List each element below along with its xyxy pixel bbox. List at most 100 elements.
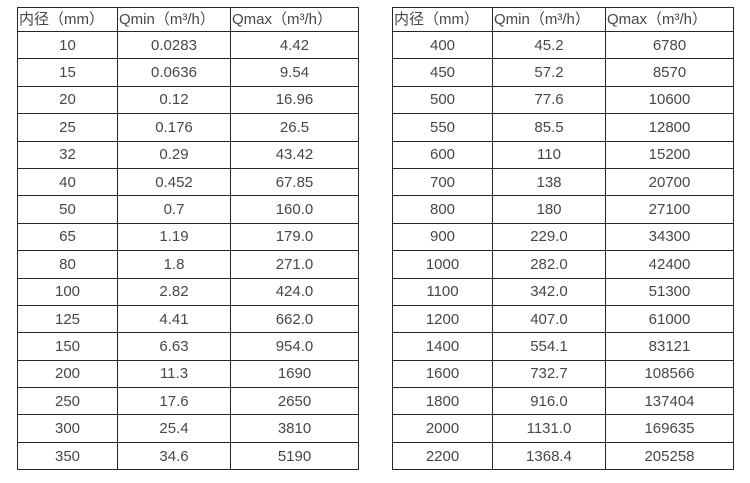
table-row: 300 25.4 3810 xyxy=(17,414,359,443)
table-cell: 11.3 xyxy=(117,359,231,389)
table-cell: 8570 xyxy=(605,58,734,87)
table-row: 150 6.63 954.0 xyxy=(17,332,359,361)
table-row: 1100 342.0 51300 xyxy=(392,277,734,306)
table-row: 1200 407.0 61000 xyxy=(392,304,734,334)
table-cell: 229.0 xyxy=(492,222,606,252)
table-cell: 50 xyxy=(17,195,118,224)
table-cell: 200 xyxy=(17,359,118,389)
table-cell: 9.54 xyxy=(230,58,359,87)
table-cell: 0.452 xyxy=(117,167,231,197)
column-header-qmax: Qmax（m³/h） xyxy=(605,7,734,32)
table-row: 25 0.176 26.5 xyxy=(17,113,359,142)
table-row: 65 1.19 179.0 xyxy=(17,222,359,252)
table-cell: 900 xyxy=(392,222,493,252)
table-cell: 43.42 xyxy=(230,140,359,169)
table-row: 100 2.82 424.0 xyxy=(17,277,359,306)
table-cell: 138 xyxy=(492,167,606,197)
table-cell: 1400 xyxy=(392,332,493,361)
table-row: 2200 1368.4 205258 xyxy=(392,441,734,471)
table-cell: 34300 xyxy=(605,222,734,252)
table-cell: 282.0 xyxy=(492,250,606,279)
table-cell: 65 xyxy=(17,222,118,252)
table-row: 400 45.2 6780 xyxy=(392,30,734,60)
table-cell: 17.6 xyxy=(117,387,231,416)
table-row: 800 180 27100 xyxy=(392,195,734,224)
table-cell: 1.8 xyxy=(117,250,231,279)
table-row: 250 17.6 2650 xyxy=(17,387,359,416)
table-cell: 0.0283 xyxy=(117,30,231,60)
table-cell: 271.0 xyxy=(230,250,359,279)
table-row: 1800 916.0 137404 xyxy=(392,387,734,416)
table-row: 1400 554.1 83121 xyxy=(392,332,734,361)
table-cell: 1368.4 xyxy=(492,441,606,471)
table-cell: 137404 xyxy=(605,387,734,416)
table-cell: 0.29 xyxy=(117,140,231,169)
column-header-qmin: Qmin（m³/h） xyxy=(117,7,231,32)
table-cell: 1.19 xyxy=(117,222,231,252)
table-cell: 4.42 xyxy=(230,30,359,60)
table-cell: 57.2 xyxy=(492,58,606,87)
table-cell: 800 xyxy=(392,195,493,224)
table-cell: 500 xyxy=(392,85,493,115)
table-cell: 10600 xyxy=(605,85,734,115)
table-cell: 6780 xyxy=(605,30,734,60)
table-row: 2000 1131.0 169635 xyxy=(392,414,734,443)
table-row: 32 0.29 43.42 xyxy=(17,140,359,169)
table-cell: 1100 xyxy=(392,277,493,306)
table-cell: 61000 xyxy=(605,304,734,334)
table-cell: 40 xyxy=(17,167,118,197)
table-cell: 205258 xyxy=(605,441,734,471)
table-row: 600 110 15200 xyxy=(392,140,734,169)
table-cell: 300 xyxy=(17,414,118,443)
column-header-qmin: Qmin（m³/h） xyxy=(492,7,606,32)
table-cell: 45.2 xyxy=(492,30,606,60)
table-cell: 450 xyxy=(392,58,493,87)
table-cell: 85.5 xyxy=(492,113,606,142)
table-row: 50 0.7 160.0 xyxy=(17,195,359,224)
table-cell: 67.85 xyxy=(230,167,359,197)
table-cell: 2200 xyxy=(392,441,493,471)
table-row: 500 77.6 10600 xyxy=(392,85,734,115)
table-cell: 407.0 xyxy=(492,304,606,334)
table-cell: 80 xyxy=(17,250,118,279)
table-cell: 15200 xyxy=(605,140,734,169)
table-cell: 27100 xyxy=(605,195,734,224)
table-cell: 0.7 xyxy=(117,195,231,224)
table-row: 125 4.41 662.0 xyxy=(17,304,359,334)
table-cell: 1200 xyxy=(392,304,493,334)
header-row: 内径（mm） Qmin（m³/h） Qmax（m³/h） xyxy=(392,7,734,32)
table-cell: 42400 xyxy=(605,250,734,279)
table-cell: 5190 xyxy=(230,441,359,471)
table-cell: 4.41 xyxy=(117,304,231,334)
table-cell: 0.0636 xyxy=(117,58,231,87)
table-row: 80 1.8 271.0 xyxy=(17,250,359,279)
table-cell: 150 xyxy=(17,332,118,361)
table-cell: 3810 xyxy=(230,414,359,443)
table-cell: 2.82 xyxy=(117,277,231,306)
table-cell: 180 xyxy=(492,195,606,224)
table-row: 40 0.452 67.85 xyxy=(17,167,359,197)
spec-table-large-diameters: 内径（mm） Qmin（m³/h） Qmax（m³/h） 400 45.2 6780… xyxy=(392,7,734,471)
table-cell: 100 xyxy=(17,277,118,306)
table-row: 200 11.3 1690 xyxy=(17,359,359,389)
table-cell: 15 xyxy=(17,58,118,87)
table-row: 900 229.0 34300 xyxy=(392,222,734,252)
column-header-qmax: Qmax（m³/h） xyxy=(230,7,359,32)
spec-table-small-diameters: 内径（mm） Qmin（m³/h） Qmax（m³/h） 10 0.0283 4.4… xyxy=(17,7,359,471)
table-cell: 125 xyxy=(17,304,118,334)
table-cell: 2000 xyxy=(392,414,493,443)
table-row: 350 34.6 5190 xyxy=(17,441,359,471)
table-cell: 342.0 xyxy=(492,277,606,306)
table-cell: 250 xyxy=(17,387,118,416)
table-cell: 26.5 xyxy=(230,113,359,142)
table-cell: 400 xyxy=(392,30,493,60)
table-row: 700 138 20700 xyxy=(392,167,734,197)
table-cell: 554.1 xyxy=(492,332,606,361)
table-cell: 1690 xyxy=(230,359,359,389)
table-cell: 424.0 xyxy=(230,277,359,306)
table-cell: 51300 xyxy=(605,277,734,306)
table-cell: 32 xyxy=(17,140,118,169)
table-cell: 1800 xyxy=(392,387,493,416)
table-cell: 77.6 xyxy=(492,85,606,115)
table-cell: 12800 xyxy=(605,113,734,142)
